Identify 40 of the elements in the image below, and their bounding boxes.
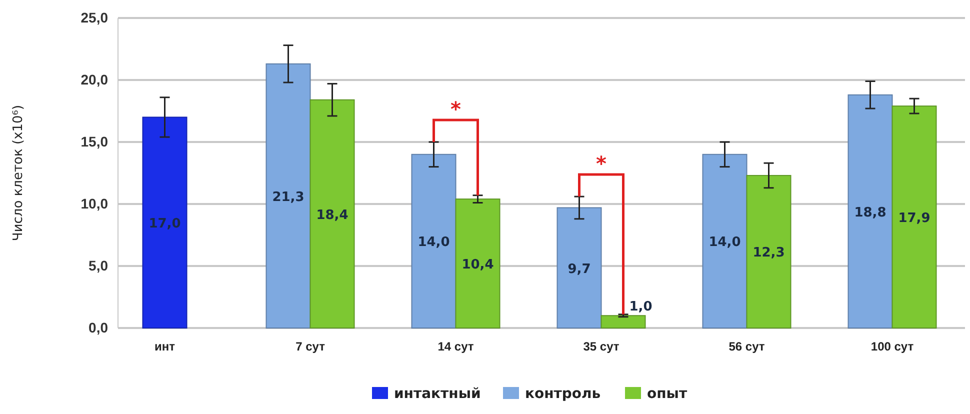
data-label: 14,0 <box>708 235 741 250</box>
bar <box>702 154 748 328</box>
data-label: 1,0 <box>629 300 652 315</box>
data-label: 9,7 <box>568 262 591 277</box>
data-label: 12,3 <box>752 246 785 261</box>
y-tick-label: 20,0 <box>80 71 108 88</box>
data-label: 21,3 <box>272 190 304 205</box>
y-tick-label: 25,0 <box>80 9 108 26</box>
bar <box>556 207 602 328</box>
x-tick-label: 7 сут <box>296 340 326 354</box>
legend-label: опыт <box>647 386 688 402</box>
legend-label: интактный <box>394 386 481 402</box>
annotation: * <box>450 97 462 121</box>
x-tick-label: 100 сут <box>870 340 914 354</box>
data-label: 18,8 <box>854 205 886 220</box>
bar <box>142 116 188 328</box>
bar <box>310 99 355 328</box>
x-tick-label: инт <box>154 340 176 354</box>
x-tick-label: 35 сут <box>583 340 620 354</box>
bar <box>411 154 456 328</box>
y-axis-title: Число клеток (x10⁶) <box>11 104 26 242</box>
data-label: 17,0 <box>148 216 181 232</box>
bar <box>600 315 646 328</box>
x-tick-label: 14 сут <box>438 340 474 354</box>
data-label: 18,4 <box>316 208 348 223</box>
data-label: 17,9 <box>898 211 930 226</box>
y-tick-label: 15,0 <box>80 133 108 150</box>
bar <box>892 106 937 328</box>
y-tick-label: 0,0 <box>88 319 108 336</box>
bar <box>746 174 792 328</box>
y-tick-label: 5,0 <box>88 257 108 274</box>
data-label: 14,0 <box>418 235 450 250</box>
y-tick-label: 10,0 <box>80 195 108 212</box>
bar <box>848 94 893 328</box>
x-tick-label: 56 сут <box>728 340 765 354</box>
bar <box>266 63 311 328</box>
data-label: 10,4 <box>462 258 494 273</box>
bar <box>455 198 500 328</box>
legend-label: контроль <box>525 386 601 402</box>
annotation: * <box>596 152 608 176</box>
